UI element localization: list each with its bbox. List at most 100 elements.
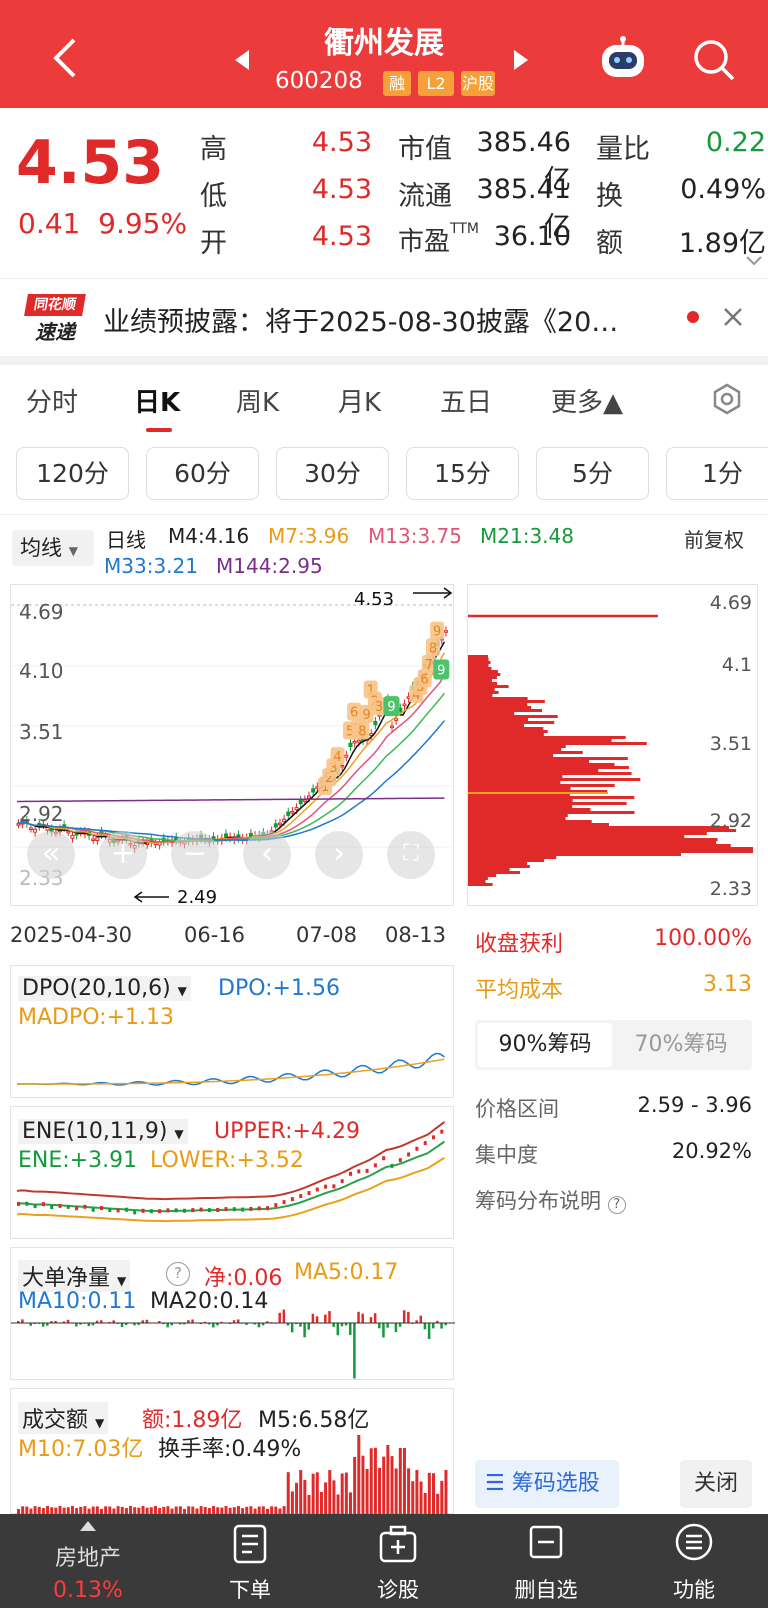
- tab-daily-k[interactable]: 日K: [134, 382, 180, 419]
- scroll-left-button[interactable]: ‹: [243, 831, 291, 879]
- label-volratio: 量比: [596, 127, 650, 166]
- ene-candle: [183, 1209, 186, 1213]
- sector-change: 0.13%: [28, 1578, 148, 1603]
- rewind-button[interactable]: «: [27, 831, 75, 879]
- label-amount: 额: [596, 221, 623, 260]
- candle: [374, 721, 377, 724]
- value-high: 4.53: [290, 127, 372, 158]
- functions-button[interactable]: 功能: [634, 1514, 754, 1608]
- amount-bar: [378, 1468, 381, 1515]
- ene-candle: [357, 1169, 360, 1173]
- chip-bar: [468, 883, 493, 886]
- ene-candle: [283, 1200, 286, 1204]
- amount-bar: [407, 1468, 410, 1515]
- robot-assistant-icon[interactable]: [598, 36, 648, 82]
- label-open: 开: [200, 221, 227, 260]
- chip-bar: [468, 697, 528, 700]
- period-30min[interactable]: 30分: [276, 447, 389, 500]
- chip-bar: [468, 670, 498, 673]
- ma-line: [17, 721, 444, 841]
- bigorder-bar: [353, 1323, 356, 1379]
- ene-mid: ENE:+3.91: [18, 1148, 137, 1173]
- period-1min[interactable]: 1分: [666, 447, 768, 500]
- chip-bar: [468, 862, 527, 865]
- expand-icon[interactable]: [744, 254, 764, 268]
- period-120min[interactable]: 120分: [16, 447, 129, 500]
- period-15min[interactable]: 15分: [406, 447, 519, 500]
- tab-weekly-k[interactable]: 周K: [236, 382, 279, 419]
- amount-selector[interactable]: 成交额 ▼: [18, 1402, 108, 1434]
- ene-candle: [50, 1205, 53, 1209]
- tab-chip-90[interactable]: 90%筹码: [478, 1023, 612, 1067]
- bigorder-bar: [324, 1315, 327, 1324]
- adjust-mode[interactable]: 前复权: [684, 524, 744, 553]
- candle: [308, 796, 311, 798]
- chip-bar: [468, 751, 583, 754]
- bigorder-bar: [308, 1323, 311, 1330]
- ma-selector[interactable]: 均线 ▼: [12, 530, 94, 566]
- bigorder-bar: [403, 1310, 406, 1323]
- dpo-selector[interactable]: DPO(20,10,6) ▼: [18, 976, 191, 1001]
- ene-candle: [233, 1207, 236, 1211]
- chip-distribution-panel: 4.69 4.1 3.51 2.92 2.33: [467, 584, 758, 906]
- bigorder-bar: [395, 1323, 398, 1332]
- chip-screen-button[interactable]: ☰ 筹码选股: [475, 1460, 619, 1508]
- tab-monthly-k[interactable]: 月K: [338, 382, 381, 419]
- sector-button[interactable]: 房地产 0.13%: [28, 1514, 148, 1608]
- ytick: 4.69: [19, 600, 64, 624]
- close-chip-button[interactable]: 关闭: [680, 1460, 752, 1508]
- period-5min[interactable]: 5分: [536, 447, 649, 500]
- chip-bar: [468, 808, 590, 811]
- help-icon[interactable]: ?: [166, 1262, 190, 1286]
- order-button[interactable]: 下单: [190, 1514, 310, 1608]
- scroll-right-button[interactable]: ›: [315, 831, 363, 879]
- candle: [295, 808, 298, 810]
- amount-m5: M5:6.58亿: [258, 1402, 369, 1434]
- ene-candle: [432, 1135, 435, 1139]
- candle: [34, 829, 37, 832]
- ene-candle: [200, 1208, 203, 1212]
- close-icon[interactable]: [722, 306, 744, 328]
- chip-bar: [468, 757, 628, 760]
- settings-icon[interactable]: [710, 382, 744, 416]
- list-icon: ☰: [485, 1471, 505, 1496]
- amount-value: 额:1.89亿: [142, 1402, 242, 1434]
- next-stock-icon[interactable]: [512, 48, 530, 72]
- madpo-value: MADPO:+1.13: [18, 1005, 174, 1030]
- remove-watchlist-button[interactable]: 删自选: [486, 1514, 606, 1608]
- chip-bar: [468, 655, 488, 658]
- tab-five-day[interactable]: 五日: [440, 382, 492, 419]
- bigorder-bar: [349, 1323, 352, 1335]
- concentration-value: 20.92%: [640, 1139, 752, 1163]
- minus-box-icon: [528, 1524, 564, 1560]
- svg-text:4: 4: [333, 750, 341, 765]
- zoom-in-button[interactable]: +: [99, 831, 147, 879]
- tab-more[interactable]: 更多▲: [551, 382, 623, 419]
- chip-bar: [468, 745, 566, 748]
- chip-explain-link[interactable]: 筹码分布说明 ?: [475, 1185, 626, 1215]
- chip-bar: [468, 811, 635, 814]
- chip-bar: [468, 817, 566, 820]
- zoom-out-button[interactable]: −: [171, 831, 219, 879]
- stock-code: 600208: [275, 68, 363, 94]
- bigorder-bar: [75, 1323, 78, 1326]
- chip-bar: [468, 775, 562, 778]
- last-price: 4.53: [16, 128, 164, 198]
- search-icon[interactable]: [692, 38, 736, 82]
- svg-text:9: 9: [387, 700, 395, 715]
- period-60min[interactable]: 60分: [146, 447, 259, 500]
- tab-intraday[interactable]: 分时: [26, 382, 78, 419]
- news-text[interactable]: 业绩预披露：将于2025-08-30披露《20…: [103, 300, 618, 339]
- tab-chip-70[interactable]: 70%筹码: [614, 1023, 748, 1067]
- seq-marker-9: 9: [384, 696, 400, 716]
- diagnose-button[interactable]: 诊股: [338, 1514, 458, 1608]
- label-turnover: 换: [596, 174, 623, 213]
- chip-bar: [468, 778, 640, 781]
- chip-bar: [468, 688, 495, 691]
- ene-candle: [399, 1158, 402, 1162]
- ene-selector[interactable]: ENE(10,11,9) ▼: [18, 1119, 188, 1144]
- fullscreen-button[interactable]: ⛶: [387, 831, 435, 879]
- bigorder-selector[interactable]: 大单净量 ▼: [18, 1260, 130, 1292]
- svg-text:9: 9: [433, 625, 441, 640]
- kline-panel[interactable]: 12345678912345678999 4.69 4.10 3.51 2.92…: [10, 584, 454, 906]
